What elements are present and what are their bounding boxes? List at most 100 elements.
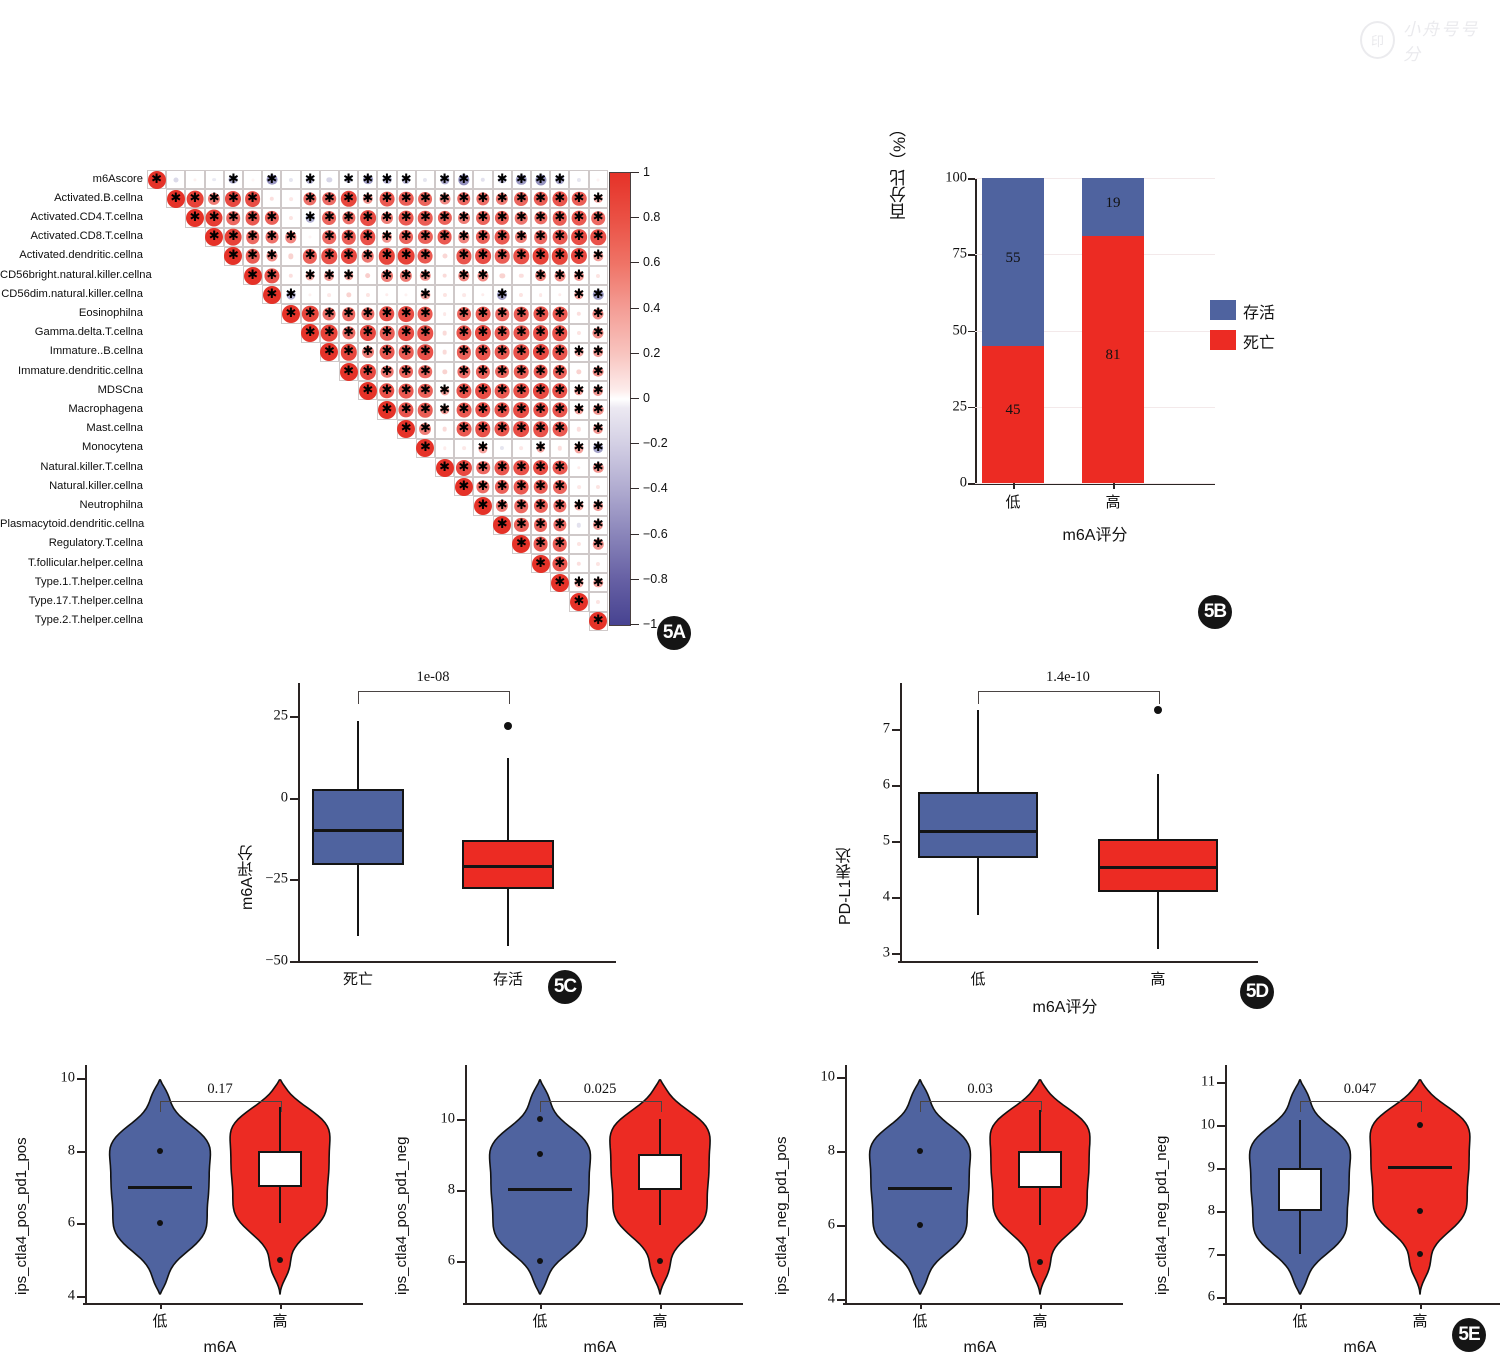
corr-dot [574,405,584,415]
corr-significance-star: ✱ [592,210,604,226]
violin-chart: 11 10 9 8 7 6 ips_ctla4_neg_pd1_neg m6A 低高 0.047 [1140,1055,1500,1362]
box-whisker-upper [357,720,359,790]
corr-cell: ✱ [569,246,589,266]
corr-significance-star: ✱ [573,402,585,418]
corr-significance-star: ✱ [496,498,508,514]
box-y-tick [290,797,298,800]
corr-significance-star: ✱ [592,287,604,303]
watermark: 印 小舟号号分 [1360,20,1490,64]
corr-dot [592,539,604,550]
corr-dot [359,363,376,380]
corr-cell: ✱ [550,189,570,209]
corr-dot [590,229,606,245]
corr-dot [380,269,393,282]
box-x-tick-label: 高 [1150,971,1166,988]
corr-dot [569,592,588,611]
corr-significance-star: ✱ [304,171,316,187]
corr-dot [477,270,489,282]
corr-cell: ✱ [415,323,435,343]
corr-significance-star: ✱ [362,191,374,207]
violin-x-axis-line [463,1303,743,1305]
corr-significance-star: ✱ [573,229,585,245]
violin-point [1417,1207,1423,1214]
corr-cell: ✱ [531,438,551,458]
corr-dot [552,402,568,418]
corr-cell [435,438,455,458]
corr-cell: ✱ [588,381,608,401]
corr-cell: ✱ [492,246,512,266]
corr-cell: ✱ [300,323,320,343]
corr-colorbar-tick [630,352,639,354]
violin-x-tick-label: 高 [1032,1313,1048,1330]
corr-dot [458,231,470,243]
corr-significance-star: ✱ [535,191,547,207]
corr-dot [494,229,510,245]
corr-cell [396,285,416,305]
corr-dot [513,459,530,476]
corr-dot [262,285,281,304]
corr-dot [533,479,548,495]
corr-cell: ✱ [473,304,493,324]
corr-significance-star: ✱ [458,421,470,437]
violin-y-tick [1217,1167,1225,1170]
corr-dot [442,426,447,432]
corr-dot [288,253,294,260]
violin-median-line [128,1185,192,1189]
corr-dot [442,350,447,355]
corr-significance-star: ✱ [439,383,451,399]
corr-dot [185,208,204,227]
box-y-tick [892,952,900,955]
corr-cell: ✱ [339,170,359,190]
corr-significance-star: ✱ [535,498,547,514]
corr-dot [534,269,547,282]
corr-dot [481,293,485,297]
corr-cell: ✱ [473,438,493,458]
corr-dot [513,421,530,438]
corr-dot [377,400,396,419]
corr-significance-star: ✱ [496,479,508,495]
bar-y-tick [968,178,975,180]
corr-dot [494,249,510,264]
corr-significance-star: ✱ [535,383,547,399]
corr-cell: ✱ [511,342,531,362]
corr-dot [397,420,416,439]
corr-dot [423,177,428,182]
corr-colorbar-tick-label: 0 [643,391,650,405]
corr-significance-star: ✱ [362,210,374,226]
corr-cell: ✱ [223,246,243,266]
corr-cell: ✱ [339,362,359,382]
corr-significance-star: ✱ [285,306,297,322]
corr-cell: ✱ [569,227,589,247]
corr-cell [415,170,435,190]
corr-dot [457,364,471,379]
box-outlier-point [504,721,512,730]
corr-significance-star: ✱ [247,267,259,283]
corr-significance-star: ✱ [151,171,163,187]
violin-x-axis-line [1223,1303,1500,1305]
box-y-axis-line [900,683,902,961]
panel-label-5d: 5D [1240,975,1274,1009]
corr-cell: ✱ [550,208,570,228]
violin-y-tick [77,1223,85,1226]
corr-cell: ✱ [339,208,359,228]
corr-significance-star: ✱ [419,363,431,379]
violin-y-tick-label: 10 [60,1069,76,1086]
corr-significance-star: ✱ [227,229,239,245]
box-y-tick-label: −50 [265,952,288,969]
box-whisker-upper [977,709,979,793]
corr-significance-star: ✱ [362,325,374,341]
corr-cell [281,208,301,228]
corr-cell: ✱ [550,266,570,286]
corr-significance-star: ✱ [304,248,316,264]
corr-dot [593,347,604,358]
violin-point [277,1256,283,1263]
corr-cell: ✱ [281,304,301,324]
corr-row-label: Mast.cellna [86,422,143,435]
corr-dot [533,364,549,380]
corr-cell: ✱ [377,208,397,228]
corr-cell: ✱ [415,304,435,324]
violin-inner-box [258,1150,302,1188]
bar-value-label: 81 [1105,347,1121,364]
corr-cell: ✱ [531,266,551,286]
box-x-tick-label: 死亡 [342,971,373,988]
